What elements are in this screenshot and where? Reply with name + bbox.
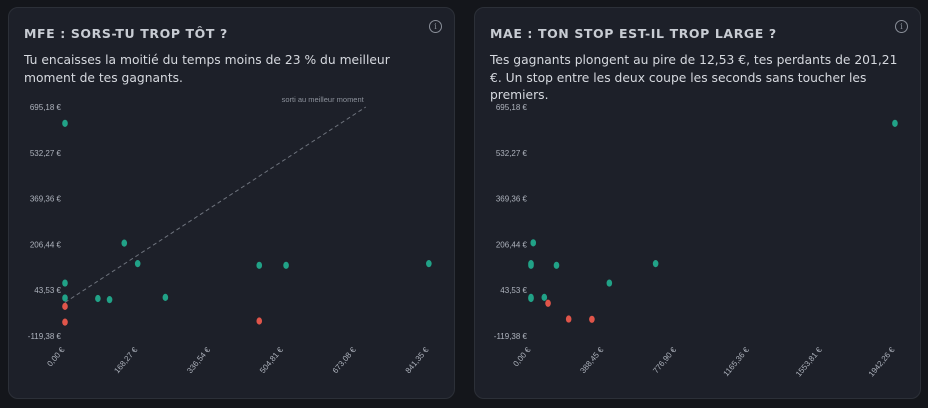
- card-title: MAE : TON STOP EST-IL TROP LARGE ?: [490, 26, 777, 41]
- x-tick-label: 673,08 €: [331, 345, 358, 375]
- x-tick-label: 388,45 €: [578, 345, 605, 375]
- winner-point[interactable]: [134, 260, 141, 268]
- x-tick-label: 1942,26 €: [867, 345, 897, 378]
- winner-point[interactable]: [553, 261, 560, 269]
- winner-point[interactable]: [256, 261, 263, 269]
- x-tick-label: 504,81 €: [258, 345, 285, 375]
- winner-point[interactable]: [62, 119, 68, 127]
- winner-point[interactable]: [62, 294, 68, 302]
- loser-point[interactable]: [62, 318, 68, 326]
- loser-point[interactable]: [589, 315, 595, 323]
- y-tick-label: 695,18 €: [496, 103, 528, 112]
- winner-point[interactable]: [162, 293, 169, 301]
- winner-point[interactable]: [95, 294, 101, 303]
- x-tick-label: 168,27 €: [112, 345, 139, 375]
- y-tick-label: 532,27 €: [496, 149, 528, 158]
- x-tick-label: 1553,81 €: [794, 345, 824, 378]
- loser-point[interactable]: [256, 317, 263, 325]
- card-title: MFE : SORS-TU TROP TÔT ?: [24, 26, 228, 41]
- winner-point[interactable]: [62, 279, 68, 287]
- x-tick-label: 0,00 €: [511, 345, 533, 368]
- mae-card: MAE : TON STOP EST-IL TROP LARGE ? i Tes…: [474, 7, 921, 399]
- card-description: Tes gagnants plongent au pire de 12,53 €…: [490, 53, 898, 102]
- info-icon[interactable]: i: [429, 20, 442, 33]
- y-tick-label: 695,18 €: [30, 103, 62, 112]
- winner-point[interactable]: [283, 261, 289, 269]
- y-tick-label: 206,44 €: [30, 240, 62, 249]
- winner-point[interactable]: [606, 279, 613, 287]
- x-tick-label: 0,00 €: [45, 345, 67, 368]
- y-tick-label: 369,36 €: [496, 195, 528, 204]
- y-tick-label: 369,36 €: [30, 195, 62, 204]
- y-tick-label: 43,53 €: [500, 286, 527, 295]
- y-tick-label: -119,38 €: [28, 332, 62, 341]
- y-tick-label: -119,38 €: [494, 332, 528, 341]
- winner-point[interactable]: [528, 261, 534, 269]
- loser-point[interactable]: [62, 302, 68, 310]
- loser-point[interactable]: [545, 299, 551, 307]
- winner-point[interactable]: [530, 239, 537, 247]
- reference-line: [64, 106, 367, 303]
- winner-point[interactable]: [541, 293, 548, 301]
- reference-line-label: sorti au meilleur moment: [282, 95, 365, 104]
- winner-point[interactable]: [528, 294, 534, 303]
- winner-point[interactable]: [121, 239, 128, 247]
- x-tick-label: 1165,36 €: [722, 345, 752, 378]
- info-icon[interactable]: i: [895, 20, 908, 33]
- y-tick-label: 532,27 €: [30, 149, 62, 158]
- mfe-card: MFE : SORS-TU TROP TÔT ? i Tu encaisses …: [8, 7, 455, 399]
- y-tick-label: 206,44 €: [496, 240, 528, 249]
- winner-point[interactable]: [426, 260, 432, 268]
- winner-point[interactable]: [652, 260, 659, 268]
- x-tick-label: 336,54 €: [185, 345, 212, 375]
- winner-point[interactable]: [106, 296, 113, 304]
- x-tick-label: 841,35 €: [404, 345, 431, 375]
- x-tick-label: 776,90 €: [651, 345, 678, 375]
- loser-point[interactable]: [565, 315, 572, 323]
- mae-scatter-chart: -119,38 € 43,53 € 206,44 € 369,36 € 532,27 €…: [494, 103, 898, 379]
- card-description: Tu encaisses la moitié du temps moins de…: [24, 53, 390, 85]
- winner-point[interactable]: [892, 119, 898, 127]
- y-tick-label: 43,53 €: [34, 286, 61, 295]
- mfe-scatter-chart: -119,38 € 43,53 € 206,44 € 369,36 € 532,27 €…: [28, 95, 432, 375]
